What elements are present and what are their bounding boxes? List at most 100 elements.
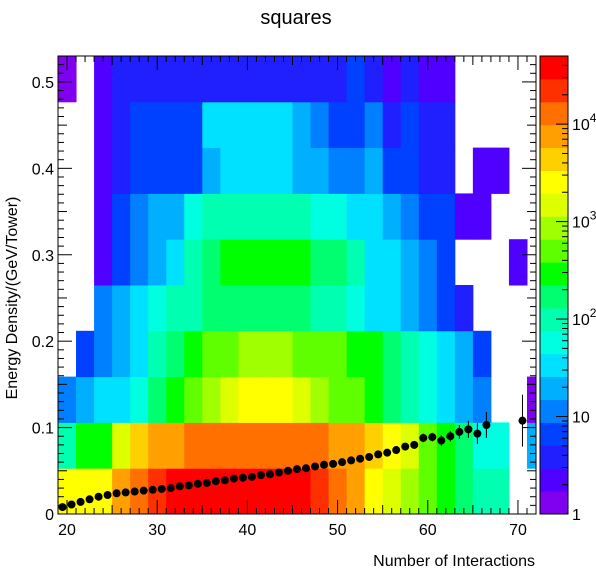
colorbar-swatch	[540, 491, 568, 514]
heatmap-cell	[437, 239, 456, 285]
data-point	[248, 473, 256, 481]
heatmap-cell	[220, 148, 239, 194]
heatmap-cell	[455, 193, 474, 239]
heatmap-cell	[419, 331, 438, 377]
heatmap-cell	[329, 377, 348, 423]
heatmap-cell	[202, 468, 221, 514]
data-point	[410, 441, 418, 449]
data-point	[329, 460, 337, 468]
heatmap-cell	[311, 468, 330, 514]
heatmap-cell	[437, 148, 456, 194]
heatmap-cell	[238, 239, 257, 285]
heatmap-cell	[401, 193, 420, 239]
heatmap-cell	[202, 331, 221, 377]
data-point	[167, 484, 175, 492]
heatmap-cell	[184, 377, 203, 423]
colorbar-swatch	[540, 171, 568, 194]
heatmap-cell	[256, 239, 275, 285]
heatmap-cell	[437, 102, 456, 148]
data-point	[194, 480, 202, 488]
heatmap-cell	[112, 148, 131, 194]
heatmap-cell	[166, 102, 185, 148]
colorbar-label: 102	[572, 306, 596, 329]
data-point	[347, 456, 355, 464]
heatmap-cell	[383, 193, 402, 239]
heatmap-cell	[202, 193, 221, 239]
heatmap-cell	[202, 102, 221, 148]
heatmap-cell	[292, 193, 311, 239]
heatmap-cell	[94, 193, 113, 239]
x-tick-label: 40	[238, 522, 256, 539]
heatmap-cell	[473, 422, 492, 468]
colorbar-label: 1	[572, 507, 581, 524]
heatmap-cell	[274, 193, 293, 239]
heatmap-cell	[274, 148, 293, 194]
heatmap-cell	[202, 239, 221, 285]
heatmap-cell	[256, 422, 275, 468]
heatmap-cell	[401, 468, 420, 514]
heatmap-cell	[437, 56, 456, 102]
heatmap-cell	[130, 102, 149, 148]
data-point	[473, 430, 481, 438]
colorbar-swatch	[540, 354, 568, 377]
heatmap-cell	[256, 331, 275, 377]
data-point	[221, 476, 229, 484]
heatmap-cell	[455, 377, 474, 423]
heatmap-cell	[94, 468, 113, 514]
y-tick-label: 0.5	[32, 75, 54, 92]
heatmap-cell	[202, 56, 221, 102]
heatmap-cell	[76, 331, 95, 377]
heatmap-cell	[58, 377, 77, 423]
heatmap-cell	[220, 193, 239, 239]
heatmap-cell	[437, 193, 456, 239]
heatmap-cell	[347, 193, 366, 239]
data-point	[176, 482, 184, 490]
heatmap-cell	[94, 377, 113, 423]
heatmap-cell	[94, 56, 113, 102]
colorbar-label: 10	[572, 410, 590, 427]
colorbar-swatch	[540, 308, 568, 331]
data-point	[140, 487, 148, 495]
heatmap-cell	[238, 377, 257, 423]
heatmap-cell	[437, 468, 456, 514]
heatmap-cell	[76, 468, 95, 514]
data-point	[122, 488, 130, 496]
heatmap-cell	[347, 148, 366, 194]
colorbar: 110102103104	[540, 56, 596, 524]
heatmap-cell	[365, 193, 384, 239]
y-tick-label: 0	[45, 507, 54, 524]
heatmap-cell	[130, 193, 149, 239]
heatmap-cell	[365, 331, 384, 377]
heatmap-cell	[184, 56, 203, 102]
data-point	[212, 477, 220, 485]
y-axis-label: Energy Density/(GeV/Tower)	[4, 197, 21, 400]
data-point	[446, 432, 454, 440]
heatmap-cell	[94, 331, 113, 377]
heatmap-cell	[292, 239, 311, 285]
heatmap-cell	[347, 102, 366, 148]
heatmap-cell	[184, 148, 203, 194]
data-point	[230, 475, 238, 483]
colorbar-swatch	[540, 193, 568, 216]
heatmap-cell	[419, 193, 438, 239]
y-tick-label: 0.3	[32, 248, 54, 265]
heatmap-cell	[292, 56, 311, 102]
heatmap-cell	[256, 56, 275, 102]
heatmap-cell	[202, 285, 221, 331]
heatmap-cell	[238, 422, 257, 468]
data-point	[455, 428, 463, 436]
heatmap-cell	[365, 285, 384, 331]
heatmap-cell	[220, 56, 239, 102]
heatmap-cell	[401, 148, 420, 194]
heatmap-cell	[274, 56, 293, 102]
data-point	[482, 421, 490, 429]
heatmap-cell	[419, 102, 438, 148]
data-point	[518, 417, 526, 425]
data-point	[86, 495, 94, 503]
heatmap-cell	[365, 468, 384, 514]
data-point	[464, 425, 472, 433]
heatmap-cell	[455, 285, 474, 331]
heatmap-cells	[58, 56, 537, 515]
heatmap-cell	[112, 331, 131, 377]
